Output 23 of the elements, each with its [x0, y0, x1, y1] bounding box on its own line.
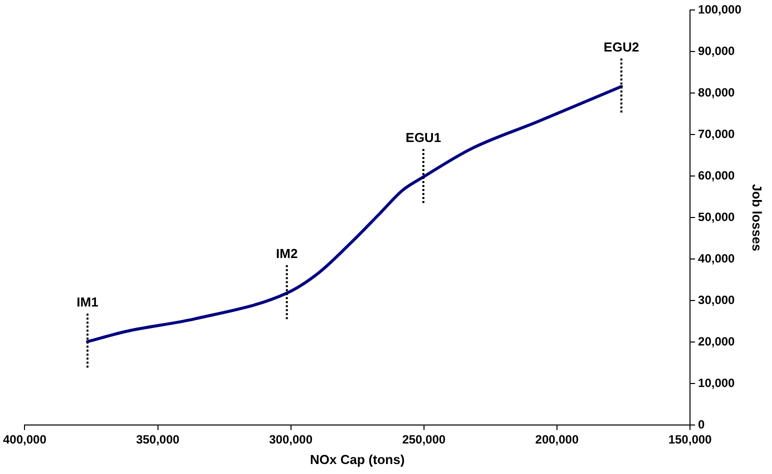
- y-tick-label: 40,000: [698, 251, 736, 266]
- y-tick-label: 80,000: [698, 85, 736, 100]
- annotation: EGU2: [604, 40, 640, 55]
- y-tick-label: 0: [698, 417, 706, 432]
- y-axis-title: Job losses: [750, 184, 765, 252]
- y-tick-label: 20,000: [698, 334, 736, 348]
- y-tick-label: 60,000: [698, 168, 736, 182]
- x-tick-label: 200,000: [535, 432, 579, 447]
- x-tick-label: 400,000: [2, 432, 47, 447]
- y-tick-label: 50,000: [698, 210, 736, 224]
- annotation: IM1: [76, 294, 98, 310]
- annotation: IM2: [276, 246, 298, 262]
- y-tick-label: 70,000: [698, 126, 736, 141]
- x-axis-title: NOx Cap (tons): [310, 452, 405, 467]
- y-tick-label: 100,000: [698, 2, 742, 17]
- x-tick-label: 250,000: [402, 432, 446, 447]
- x-tick-label: 350,000: [136, 432, 180, 447]
- x-tick-label: 150,000: [668, 432, 712, 447]
- y-tick-label: 30,000: [698, 292, 736, 307]
- x-tick-label: 300,000: [269, 432, 313, 447]
- y-tick-label: 90,000: [698, 44, 736, 58]
- annotation: EGU1: [406, 130, 442, 145]
- y-tick-label: 10,000: [698, 376, 736, 390]
